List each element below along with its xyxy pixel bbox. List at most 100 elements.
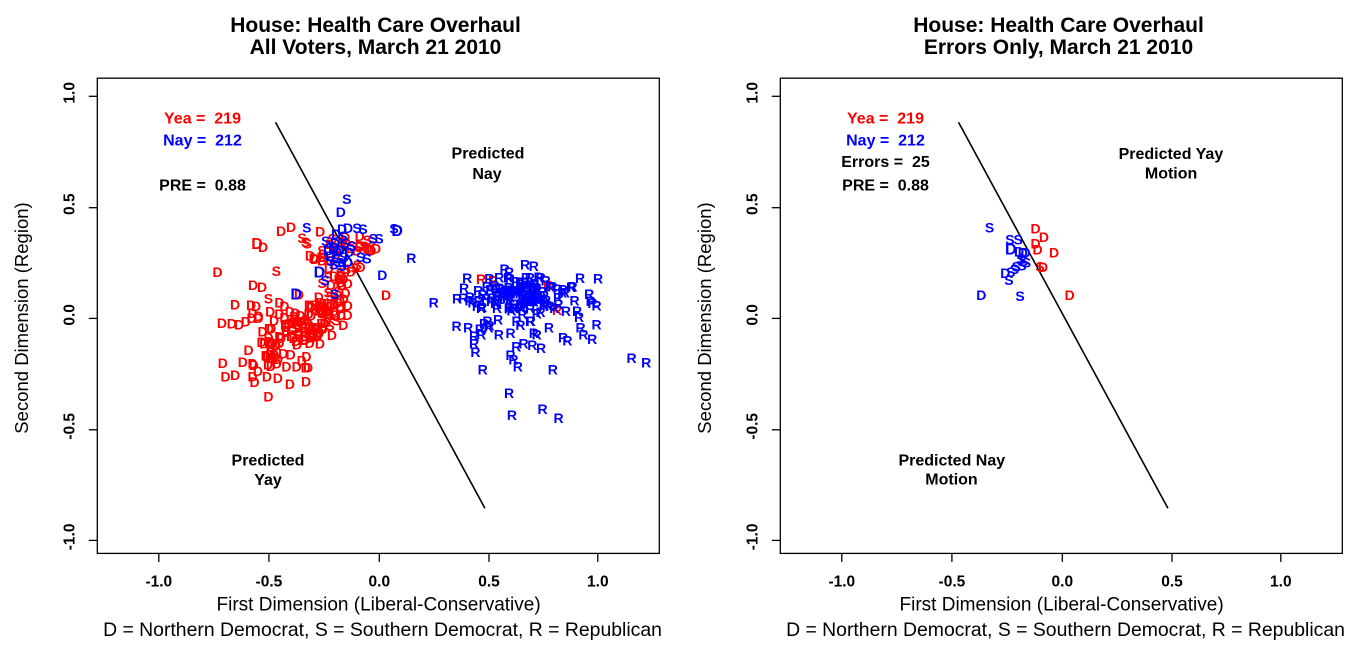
svg-text:House: Health Care Overhaul: House: Health Care Overhaul	[230, 14, 521, 37]
svg-text:R: R	[528, 287, 538, 303]
svg-text:D: D	[246, 297, 256, 313]
svg-text:D: D	[265, 303, 275, 319]
svg-text:D: D	[276, 223, 286, 239]
svg-text:R: R	[491, 281, 501, 297]
svg-text:D: D	[264, 333, 274, 349]
svg-text:D: D	[362, 240, 372, 256]
svg-text:D: D	[288, 330, 298, 346]
svg-text:R: R	[578, 327, 588, 343]
svg-text:R: R	[476, 300, 486, 316]
svg-text:S: S	[1036, 258, 1045, 274]
svg-text:S: S	[356, 249, 365, 265]
svg-text:D: D	[221, 368, 231, 384]
svg-text:R: R	[587, 331, 597, 347]
svg-text:Nay: Nay	[472, 166, 501, 183]
svg-text:D: D	[290, 287, 302, 304]
svg-text:-1.0: -1.0	[828, 573, 855, 590]
svg-text:D: D	[308, 328, 318, 344]
svg-text:0.5: 0.5	[745, 193, 762, 215]
svg-text:S: S	[342, 261, 351, 277]
svg-text:D: D	[318, 321, 328, 337]
svg-text:S: S	[329, 257, 338, 273]
svg-text:D: D	[337, 234, 347, 250]
svg-text:D: D	[339, 291, 349, 307]
svg-text:R: R	[484, 319, 494, 335]
svg-text:R: R	[474, 292, 484, 308]
svg-text:R: R	[504, 264, 514, 280]
svg-text:D: D	[314, 324, 324, 340]
svg-text:Predicted: Predicted	[452, 146, 525, 163]
svg-text:D: D	[318, 246, 328, 262]
svg-text:R: R	[529, 325, 539, 341]
svg-text:-0.5: -0.5	[62, 413, 79, 440]
svg-text:D: D	[329, 268, 339, 284]
svg-text:S: S	[302, 219, 311, 235]
svg-text:S: S	[330, 286, 339, 302]
svg-text:Errors Only, March 21 2010: Errors Only, March 21 2010	[924, 36, 1193, 59]
svg-text:R: R	[558, 282, 568, 298]
svg-text:R: R	[473, 282, 483, 298]
svg-text:R: R	[517, 301, 527, 317]
svg-text:R: R	[545, 278, 555, 294]
svg-text:S: S	[281, 322, 290, 338]
svg-text:Nay = 212: Nay = 212	[846, 132, 925, 149]
svg-text:D: D	[305, 248, 315, 264]
svg-text:R: R	[529, 277, 539, 293]
svg-text:D: D	[335, 293, 345, 309]
svg-text:S: S	[353, 257, 362, 273]
svg-text:R: R	[519, 295, 529, 311]
svg-text:D: D	[298, 319, 308, 335]
svg-text:R: R	[557, 285, 567, 301]
svg-text:D: D	[287, 315, 297, 331]
svg-text:D: D	[335, 242, 345, 258]
svg-text:R: R	[511, 338, 521, 354]
svg-text:1.0: 1.0	[1270, 573, 1292, 590]
svg-text:D: D	[247, 305, 257, 321]
svg-text:R: R	[495, 280, 505, 296]
svg-text:S: S	[323, 305, 332, 321]
svg-text:D: D	[262, 368, 272, 384]
svg-text:D: D	[248, 277, 258, 293]
svg-text:R: R	[539, 297, 549, 313]
svg-text:D: D	[304, 297, 314, 313]
svg-text:R: R	[487, 290, 497, 306]
svg-text:R: R	[482, 313, 492, 329]
svg-text:R: R	[522, 278, 532, 294]
svg-text:D: D	[343, 276, 353, 292]
svg-text:D: D	[338, 271, 348, 287]
svg-text:S: S	[985, 220, 994, 236]
svg-text:D: D	[253, 310, 263, 326]
svg-text:R: R	[484, 270, 494, 286]
svg-text:R: R	[530, 291, 540, 307]
svg-text:R: R	[520, 293, 530, 309]
svg-text:R: R	[520, 275, 530, 291]
svg-text:R: R	[511, 313, 521, 329]
svg-text:R: R	[509, 300, 519, 316]
svg-text:R: R	[529, 258, 539, 274]
svg-text:D: D	[317, 305, 327, 321]
svg-text:R: R	[539, 297, 549, 313]
svg-text:R: R	[485, 282, 495, 298]
svg-text:S: S	[351, 260, 360, 276]
svg-text:R: R	[591, 297, 601, 313]
svg-text:R: R	[523, 289, 533, 305]
svg-text:0.0: 0.0	[62, 304, 79, 326]
svg-text:D: D	[309, 250, 319, 266]
svg-text:R: R	[504, 284, 514, 300]
svg-text:D: D	[317, 253, 327, 269]
svg-text:Yea = 219: Yea = 219	[164, 110, 241, 127]
svg-text:D: D	[329, 303, 339, 319]
svg-text:S: S	[336, 255, 345, 271]
svg-text:D: D	[281, 324, 291, 340]
svg-text:D: D	[315, 223, 325, 239]
svg-text:D: D	[371, 240, 381, 256]
svg-text:D: D	[1032, 242, 1042, 258]
svg-text:D: D	[295, 308, 305, 324]
svg-text:D: D	[346, 240, 356, 256]
svg-text:D: D	[271, 338, 281, 354]
svg-text:D: D	[316, 294, 326, 310]
svg-text:D: D	[332, 244, 342, 260]
svg-text:S: S	[320, 303, 329, 319]
svg-text:R: R	[500, 283, 510, 299]
svg-text:D: D	[292, 336, 302, 352]
